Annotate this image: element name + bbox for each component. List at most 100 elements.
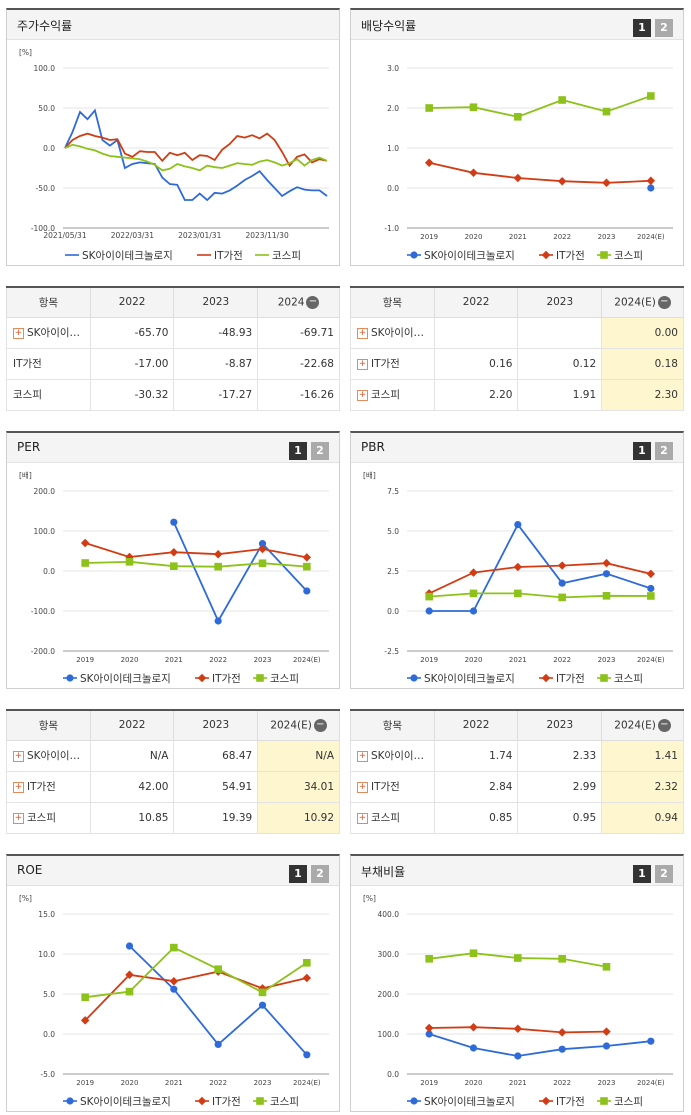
x-tick-label: 2023/01/31 bbox=[178, 231, 221, 240]
legend-label: SK아이이테크놀로지 bbox=[82, 250, 173, 262]
series-kospi bbox=[425, 92, 655, 121]
tab-1[interactable]: 1 bbox=[633, 442, 651, 460]
minus-icon[interactable]: − bbox=[313, 718, 327, 732]
plus-icon[interactable]: + bbox=[357, 750, 368, 762]
data-point bbox=[213, 549, 223, 559]
plus-icon[interactable]: + bbox=[357, 327, 368, 339]
data-point bbox=[424, 158, 434, 168]
panel-header: 부채비율 1 2 bbox=[351, 856, 683, 886]
table-row: + SK아이이… -65.70 -48.93 -69.71 bbox=[6, 316, 340, 349]
tab-1[interactable]: 1 bbox=[289, 865, 307, 883]
data-point bbox=[602, 592, 611, 600]
tab-2[interactable]: 2 bbox=[311, 442, 329, 460]
tab-2[interactable]: 2 bbox=[655, 865, 673, 883]
plus-icon[interactable]: + bbox=[13, 781, 24, 793]
header-label: 2022 bbox=[118, 719, 146, 732]
tab-1[interactable]: 1 bbox=[633, 865, 651, 883]
plus-icon[interactable]: + bbox=[357, 358, 368, 370]
plus-icon[interactable]: + bbox=[357, 812, 368, 824]
plus-icon[interactable]: + bbox=[13, 327, 24, 339]
plus-icon[interactable]: + bbox=[357, 781, 368, 793]
table-row: + 코스피 0.85 0.95 0.94 bbox=[350, 801, 684, 834]
table-cell: N/A bbox=[257, 739, 340, 772]
y-tick-label: 300.0 bbox=[378, 950, 400, 959]
table-cell: -69.71 bbox=[257, 316, 340, 349]
data-point bbox=[214, 562, 222, 571]
plus-icon[interactable]: + bbox=[13, 750, 24, 762]
table-header-year: 2024− bbox=[257, 286, 340, 318]
y-tick-label: 200.0 bbox=[34, 487, 56, 496]
y-tick-label: 3.0 bbox=[387, 64, 399, 73]
plus-icon[interactable]: + bbox=[357, 389, 368, 401]
row-label: IT가전 bbox=[13, 358, 42, 370]
table-cell: 19.39 bbox=[173, 801, 259, 834]
plus-icon[interactable]: + bbox=[13, 812, 24, 824]
series-line bbox=[429, 95, 652, 118]
legend-marker bbox=[410, 674, 418, 682]
data-point bbox=[469, 589, 478, 598]
table-header-year: 2024(E) − bbox=[257, 709, 340, 741]
y-tick-label: 7.5 bbox=[387, 487, 399, 496]
legend-marker bbox=[541, 1096, 551, 1106]
legend-marker bbox=[541, 673, 551, 683]
unit-label: [%] bbox=[19, 48, 32, 57]
table-row: + IT가전 42.00 54.91 34.01 bbox=[6, 770, 340, 803]
series-sk bbox=[425, 1030, 655, 1060]
series-sk bbox=[647, 184, 655, 192]
data-point bbox=[425, 592, 433, 601]
tab-1[interactable]: 1 bbox=[633, 19, 651, 37]
row-label-cell: + SK아이이… bbox=[350, 739, 435, 772]
legend-label: IT가전 bbox=[212, 673, 241, 685]
debt-ratio-chart: [%]400.0 300.0 200.0 100.0 0.0 2019 2020 2021 20… bbox=[363, 894, 673, 1108]
data-point bbox=[303, 587, 311, 595]
header-label: 2022 bbox=[118, 296, 146, 309]
series-line bbox=[64, 143, 328, 172]
minus-icon[interactable]: − bbox=[306, 295, 320, 309]
x-tick-label: 2019 bbox=[76, 1079, 94, 1087]
header-label: 2023 bbox=[546, 296, 574, 309]
legend: SK아이이테크놀로지 IT가전 코스피 bbox=[65, 250, 301, 262]
table-row: + IT가전 2.84 2.99 2.32 bbox=[350, 770, 684, 803]
stock-return-panel: 주가수익률 [%] 100.0 50.0 0.0 -50.0 -100.0 2021/05/… bbox=[6, 8, 340, 266]
series-kospi bbox=[64, 143, 328, 172]
y-tick-label: -100.0 bbox=[31, 607, 55, 616]
data-point bbox=[513, 173, 523, 183]
y-tick-label: -2.5 bbox=[384, 647, 399, 656]
row-label: 코스피 bbox=[371, 812, 400, 824]
per-chart: [배]200.0 100.0 0.0 -100.0 -200.0 2019 2020 2021… bbox=[19, 471, 329, 685]
header-label: 2024(E) bbox=[614, 296, 656, 309]
series-line bbox=[429, 522, 652, 612]
table-cell: 0.16 bbox=[433, 347, 519, 380]
y-tick-label: -50.0 bbox=[36, 184, 56, 193]
legend-label: 코스피 bbox=[614, 1096, 643, 1108]
x-tick-label: 2021 bbox=[509, 656, 527, 664]
row-label: SK아이이… bbox=[371, 327, 425, 339]
data-point bbox=[602, 1027, 611, 1036]
series-line bbox=[429, 161, 651, 184]
series-line bbox=[64, 132, 328, 168]
minus-icon[interactable]: − bbox=[657, 295, 671, 309]
x-tick-label: 2022 bbox=[209, 1079, 227, 1087]
minus-icon[interactable]: − bbox=[657, 718, 671, 732]
tab-1[interactable]: 1 bbox=[289, 442, 307, 460]
table-header-year: 2023 bbox=[517, 286, 603, 318]
tab-2[interactable]: 2 bbox=[655, 442, 673, 460]
table-header-year: 2022 bbox=[89, 709, 175, 741]
unit-label: [배] bbox=[363, 471, 376, 480]
data-point bbox=[647, 592, 655, 600]
tab-2[interactable]: 2 bbox=[311, 865, 329, 883]
table-row: + 코스피 10.85 19.39 10.92 bbox=[6, 801, 340, 834]
legend-label: SK아이이테크놀로지 bbox=[80, 1096, 171, 1108]
row-label-cell: + 코스피 bbox=[6, 801, 91, 834]
x-tick-label: 2024(E) bbox=[293, 656, 321, 664]
tab-2[interactable]: 2 bbox=[655, 19, 673, 37]
table-cell bbox=[433, 316, 519, 349]
header-label: 항목 bbox=[382, 296, 403, 309]
data-point bbox=[558, 579, 566, 587]
table-row: IT가전 -17.00 -8.87 -22.68 bbox=[6, 347, 340, 380]
table-cell: 42.00 bbox=[89, 770, 175, 803]
series-kospi bbox=[425, 949, 611, 971]
